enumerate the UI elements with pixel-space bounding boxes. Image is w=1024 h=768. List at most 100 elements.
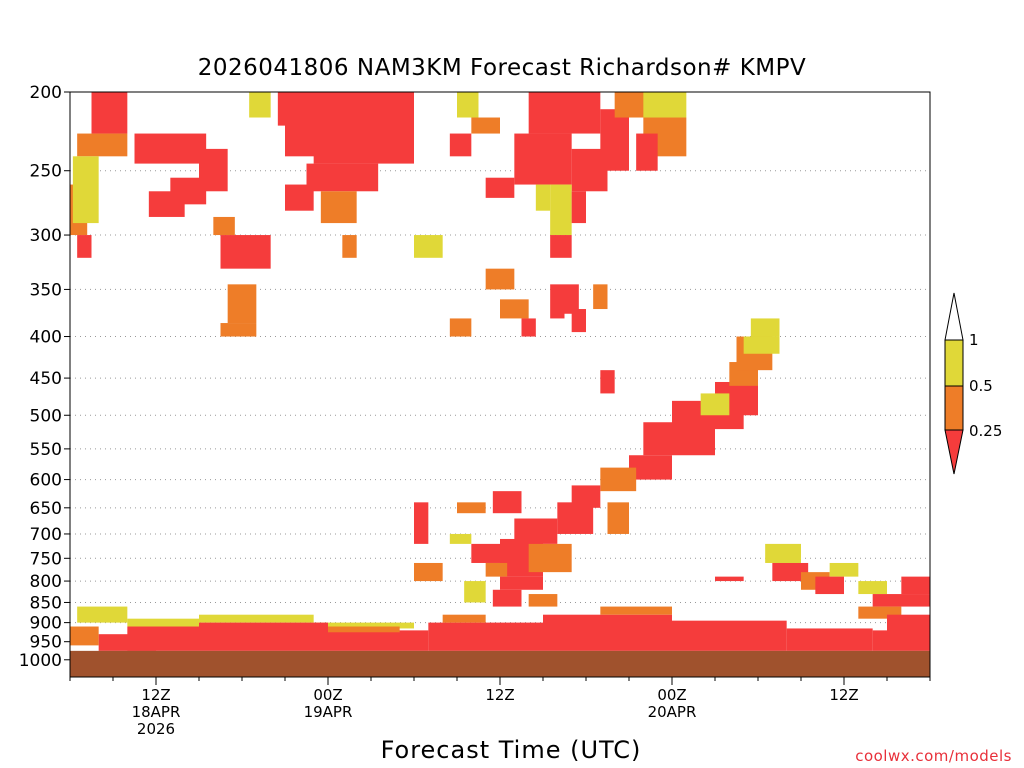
x-tick-label: 12Z (485, 686, 514, 704)
heatmap-cell (220, 323, 257, 337)
heatmap-cell (700, 393, 730, 416)
heatmap-cell (600, 109, 629, 171)
heatmap-cell (772, 562, 809, 582)
heatmap-cell (464, 581, 486, 603)
heatmap-cell (528, 543, 572, 573)
heatmap-cell (528, 594, 558, 607)
heatmap-cell (901, 576, 930, 595)
heatmap-cell (449, 318, 472, 337)
heatmap-cell (765, 543, 801, 563)
heatmap-cell (528, 92, 601, 134)
y-tick-label: 1000 (19, 651, 62, 671)
heatmap-cell (457, 502, 486, 514)
legend-swatch (944, 339, 964, 387)
heatmap-cell (428, 622, 543, 651)
heatmap-cell (564, 284, 579, 314)
legend-arrow-bottom (944, 429, 964, 475)
heatmap-cell (414, 502, 429, 544)
y-tick-label: 400 (30, 328, 62, 348)
x-tick-label: 20APR (648, 703, 697, 721)
x-tick-label: 2026 (137, 720, 175, 738)
heatmap-cell (715, 576, 744, 582)
heatmap-cell (543, 614, 672, 651)
heatmap-cell (378, 100, 414, 157)
heatmap-cell (199, 622, 328, 651)
heatmap-cell (414, 235, 443, 258)
heatmap-cell (521, 318, 536, 337)
heatmap-cell (91, 92, 128, 134)
heatmap-cell (485, 268, 515, 290)
legend-label: 0.5 (969, 377, 993, 395)
heatmap-cell (442, 614, 486, 623)
heatmap-cell (571, 309, 586, 333)
heatmap-cell (328, 626, 400, 633)
heatmap-cell (872, 594, 930, 607)
legend: 1 0.5 0.25 (944, 292, 1002, 475)
heatmap-cell (127, 618, 199, 627)
y-tick-label: 450 (30, 369, 62, 389)
x-tick-label: 00Z (657, 686, 686, 704)
heatmap-cells (70, 92, 930, 651)
heatmap-cell (887, 614, 930, 635)
heatmap-cell (199, 614, 314, 623)
heatmap-cell (471, 117, 500, 134)
legend-arrow-top (944, 292, 964, 341)
heatmap-cell (285, 184, 314, 211)
heatmap-cell (70, 626, 99, 646)
y-axis: 200 250 300 350 400 450 500 550 600 650 700 750 8008… (19, 83, 70, 671)
heatmap-cell (227, 284, 257, 324)
heatmap-cell (328, 630, 429, 651)
chart-title: 2026041806 NAM3KM Forecast Richardson# K… (198, 55, 807, 81)
heatmap-cell (600, 467, 637, 492)
x-tick-label: 12Z (141, 686, 170, 704)
y-tick-label: 850 (30, 593, 62, 613)
heatmap-cell (557, 502, 594, 534)
legend-swatch (944, 385, 964, 431)
heatmap-cell (342, 235, 357, 258)
heatmap-cell (313, 622, 414, 629)
heatmap-cell (607, 502, 629, 534)
heatmap-cell (672, 620, 787, 651)
y-tick-label: 700 (30, 525, 62, 545)
y-tick-label: 750 (30, 549, 62, 569)
heatmap-cell (600, 370, 615, 394)
heatmap-cell (636, 133, 658, 171)
heatmap-cell (213, 216, 235, 236)
heatmap-cell (320, 191, 357, 224)
heatmap-cell (786, 628, 873, 651)
heatmap-cell (249, 92, 271, 118)
credit-text: coolwx.com/models (855, 747, 1012, 765)
heatmap-cell (629, 455, 672, 480)
heatmap-cell (750, 318, 780, 337)
heatmap-cell (127, 626, 199, 651)
heatmap-cell (134, 133, 207, 164)
y-tick-label: 900 (30, 614, 62, 634)
heatmap-cell (593, 284, 608, 310)
heatmap-cell (500, 299, 529, 319)
heatmap-cell (514, 133, 572, 185)
y-tick-label: 300 (30, 226, 62, 246)
heatmap-cell (500, 576, 543, 590)
heatmap-cell (471, 543, 500, 563)
heatmap-cell (550, 235, 572, 258)
heatmap-cell (550, 284, 565, 319)
heatmap-cell (306, 163, 379, 192)
x-tick-label: 12Z (829, 686, 858, 704)
y-tick-label: 200 (30, 83, 62, 103)
heatmap-cell (858, 581, 887, 595)
heatmap-cell (220, 235, 271, 269)
ground-surface (70, 650, 930, 677)
y-tick-label: 550 (30, 440, 62, 460)
y-tick-label: 650 (30, 499, 62, 519)
heatmap-cell (485, 177, 515, 198)
heatmap-cell (72, 156, 99, 224)
heatmap-cell (872, 630, 930, 651)
heatmap-cell (492, 589, 522, 607)
heatmap-cell (77, 133, 128, 157)
heatmap-cell (614, 92, 644, 118)
x-tick-label: 19APR (304, 703, 353, 721)
x-tick-label: 18APR (132, 703, 181, 721)
y-tick-label: 350 (30, 280, 62, 300)
x-tick-label: 00Z (313, 686, 342, 704)
